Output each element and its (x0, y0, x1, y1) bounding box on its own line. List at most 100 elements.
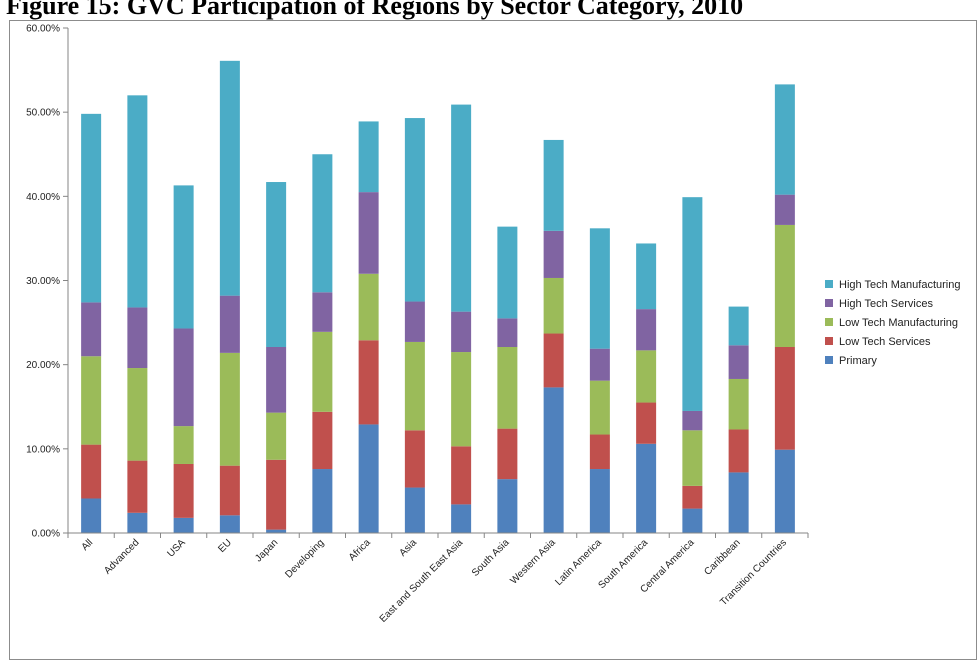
bar-segment-13-2 (682, 430, 703, 486)
y-tick-label: 10.00% (26, 444, 60, 455)
bars-layer (81, 60, 795, 533)
bar-segment-11-1 (589, 434, 610, 470)
bar-segment-1-2 (127, 368, 148, 461)
bar-segment-7-3 (404, 301, 425, 342)
bar-segment-13-4 (682, 197, 703, 411)
y-tick-label: 20.00% (26, 360, 60, 371)
bar-segment-0-4 (81, 113, 102, 303)
bar-segment-7-2 (404, 341, 425, 431)
x-tick-label: Western Asia (508, 537, 558, 587)
y-tick-label: 0.00% (32, 529, 60, 540)
bar-segment-0-1 (81, 444, 102, 499)
y-tick-label: 40.00% (26, 192, 60, 203)
bar-segment-2-2 (173, 426, 194, 464)
bar-segment-3-1 (219, 465, 240, 516)
x-tick-label: USA (165, 537, 188, 560)
bar-segment-12-0 (636, 443, 657, 533)
bar-segment-5-1 (312, 411, 333, 470)
x-tick-label: Advanced (102, 537, 141, 576)
bar-segment-14-4 (728, 306, 749, 346)
bar-segment-10-4 (543, 139, 564, 231)
bar-segment-3-2 (219, 352, 240, 466)
bar-segment-10-0 (543, 387, 564, 533)
legend-label: Primary (839, 355, 877, 367)
bar-segment-12-2 (636, 350, 657, 403)
bar-segment-15-4 (774, 84, 795, 195)
bar-segment-4-3 (266, 346, 287, 413)
bar-segment-3-4 (219, 60, 240, 296)
bar-segment-5-2 (312, 331, 333, 412)
bar-segment-5-4 (312, 154, 333, 293)
bar-segment-11-0 (589, 469, 610, 533)
chart-frame (9, 20, 977, 660)
y-tick-label: 30.00% (26, 276, 60, 287)
bar-segment-14-2 (728, 378, 749, 430)
x-tick-label: EU (216, 537, 234, 555)
bar-segment-11-2 (589, 380, 610, 435)
bar-segment-3-3 (219, 295, 240, 353)
bar-segment-7-4 (404, 118, 425, 302)
bar-segment-14-3 (728, 345, 749, 379)
bar-segment-8-1 (451, 446, 472, 505)
bar-segment-8-0 (451, 504, 472, 533)
bar-segment-8-2 (451, 352, 472, 447)
y-tick-label: 60.00% (26, 24, 60, 35)
x-tick-label: Asia (397, 537, 419, 559)
bar-segment-1-1 (127, 460, 148, 513)
bar-segment-11-4 (589, 228, 610, 349)
x-tick-label: Caribbean (702, 537, 742, 577)
bar-segment-12-4 (636, 243, 657, 310)
bar-segment-2-3 (173, 328, 194, 427)
bar-segment-6-2 (358, 273, 379, 341)
x-tick-label: Developing (283, 537, 326, 580)
bar-segment-6-3 (358, 192, 379, 274)
bar-segment-13-3 (682, 410, 703, 431)
bar-segment-0-3 (81, 302, 102, 357)
bar-segment-0-2 (81, 356, 102, 445)
bar-segment-6-1 (358, 340, 379, 425)
bar-segment-5-0 (312, 469, 333, 533)
bar-segment-10-3 (543, 230, 564, 278)
bar-segment-2-1 (173, 463, 194, 518)
bar-segment-3-0 (219, 515, 240, 533)
bar-segment-4-2 (266, 412, 287, 460)
bar-segment-2-0 (173, 517, 194, 533)
chart-title: Figure 15: GVC Participation of Regions … (6, 0, 744, 20)
bar-segment-6-0 (358, 424, 379, 533)
legend-label: Low Tech Services (839, 336, 931, 348)
bar-segment-6-4 (358, 121, 379, 193)
bar-segment-4-4 (266, 182, 287, 347)
bar-segment-9-2 (497, 346, 518, 429)
bar-segment-15-2 (774, 224, 795, 347)
x-tick-label: East and South East Asia (378, 537, 466, 625)
stacked-bar-chart: All Advanced USA EU Japan Developing Africa Asi… (26, 24, 960, 625)
bar-segment-15-3 (774, 194, 795, 225)
bar-segment-10-2 (543, 277, 564, 334)
bar-segment-7-0 (404, 487, 425, 533)
bar-segment-9-4 (497, 226, 518, 319)
x-tick-label: Japan (253, 537, 280, 564)
bar-segment-9-0 (497, 479, 518, 533)
bar-segment-11-3 (589, 348, 610, 381)
x-tick-label: Africa (347, 537, 373, 563)
bar-segment-9-3 (497, 318, 518, 347)
bar-segment-5-3 (312, 292, 333, 332)
bar-segment-1-4 (127, 95, 148, 308)
bar-segment-14-1 (728, 429, 749, 473)
bar-segment-8-4 (451, 104, 472, 312)
bar-segment-12-1 (636, 402, 657, 444)
bar-segment-8-3 (451, 311, 472, 353)
bar-segment-14-0 (728, 472, 749, 533)
legend-label: Low Tech Manufacturing (839, 317, 958, 329)
bar-segment-0-0 (81, 498, 102, 533)
bar-segment-10-1 (543, 333, 564, 388)
bar-segment-13-1 (682, 485, 703, 509)
bar-segment-15-0 (774, 449, 795, 533)
legend-swatch (825, 337, 833, 345)
bar-segment-4-0 (266, 529, 287, 533)
legend-swatch (825, 280, 833, 288)
bar-segment-1-3 (127, 307, 148, 369)
bar-segment-7-1 (404, 430, 425, 488)
bar-segment-2-4 (173, 185, 194, 329)
legend: High Tech Manufacturing High Tech Service… (825, 279, 960, 367)
